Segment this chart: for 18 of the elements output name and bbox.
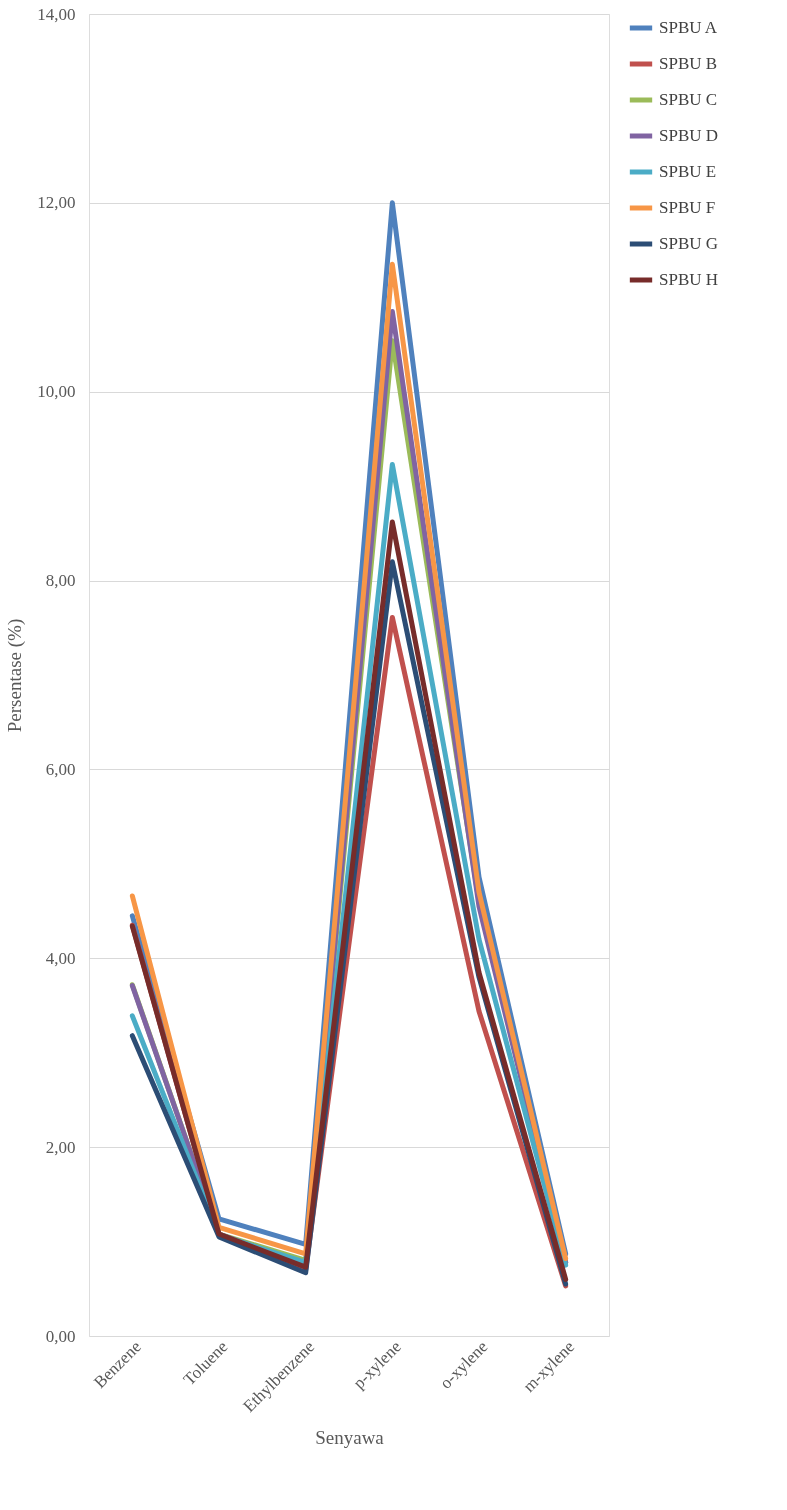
y-tick-label: 14,00 — [37, 4, 76, 24]
legend-label: SPBU E — [659, 162, 717, 181]
legend-label: SPBU D — [659, 126, 719, 145]
y-tick-label: 12,00 — [37, 193, 76, 213]
x-axis-title: Senyawa — [315, 1427, 385, 1449]
legend-label: SPBU A — [659, 18, 718, 37]
y-tick-label: 0,00 — [45, 1326, 76, 1346]
y-tick-label: 10,00 — [37, 382, 76, 402]
legend-label: SPBU B — [659, 54, 718, 73]
y-tick-label: 6,00 — [45, 759, 76, 779]
y-tick-label: 8,00 — [45, 571, 76, 591]
y-tick-label: 2,00 — [45, 1137, 76, 1157]
legend-label: SPBU G — [659, 234, 719, 253]
legend-label: SPBU C — [659, 90, 718, 109]
legend-label: SPBU H — [659, 270, 719, 289]
legend-label: SPBU F — [659, 198, 716, 217]
y-axis-title: Persentase (%) — [4, 618, 27, 733]
y-tick-label: 4,00 — [45, 948, 76, 968]
